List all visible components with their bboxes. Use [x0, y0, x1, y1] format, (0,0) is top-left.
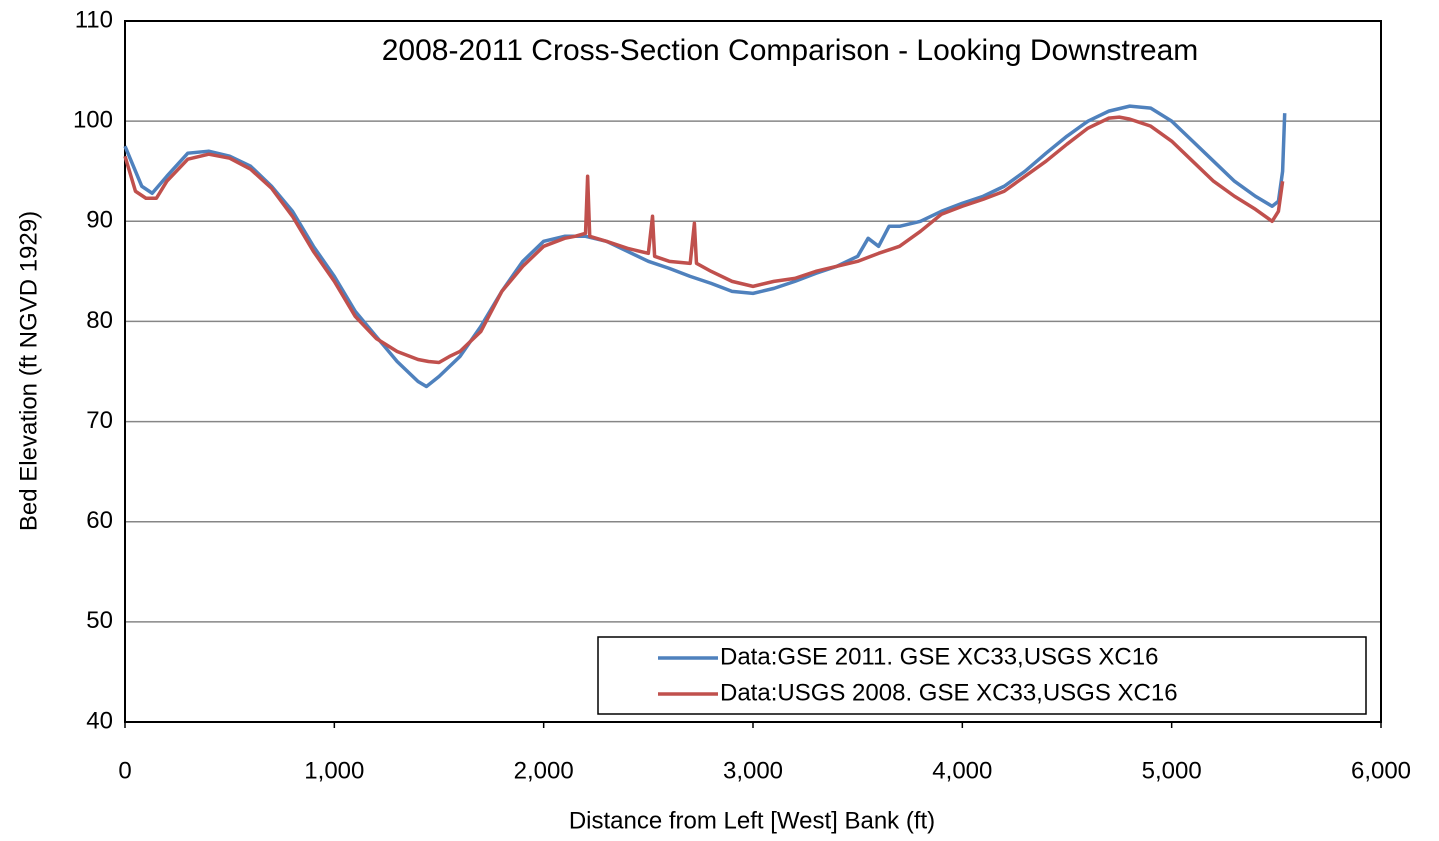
- y-tick-label: 50: [86, 607, 113, 634]
- x-tick-label: 3,000: [723, 757, 783, 784]
- legend-label: Data:GSE 2011. GSE XC33,USGS XC16: [720, 643, 1158, 670]
- legend-label: Data:USGS 2008. GSE XC33,USGS XC16: [720, 679, 1178, 706]
- y-tick-label: 40: [86, 707, 113, 734]
- x-tick-label: 4,000: [932, 757, 992, 784]
- y-tick-label: 100: [73, 106, 113, 133]
- y-tick-label: 110: [75, 6, 113, 33]
- x-tick-label: 2,000: [514, 757, 574, 784]
- y-tick-label: 60: [86, 507, 113, 534]
- x-tick-label: 0: [118, 757, 131, 784]
- chart-title: 2008-2011 Cross-Section Comparison - Loo…: [382, 34, 1199, 67]
- data-line: [123, 104, 1287, 389]
- data-line: [123, 115, 1285, 365]
- x-axis-label: Distance from Left [West] Bank (ft): [569, 807, 935, 834]
- x-tick-label: 5,000: [1142, 757, 1202, 784]
- plot-frame: [124, 20, 1382, 723]
- y-tick-label: 90: [86, 207, 113, 234]
- y-tick-label: 70: [86, 407, 113, 434]
- y-axis-label: Bed Elevation (ft NGVD 1929): [15, 211, 42, 531]
- y-tick-label: 80: [86, 307, 113, 334]
- x-tick-label: 1,000: [304, 757, 364, 784]
- x-tick-label: 6,000: [1351, 757, 1411, 784]
- legend-box: [597, 636, 1367, 715]
